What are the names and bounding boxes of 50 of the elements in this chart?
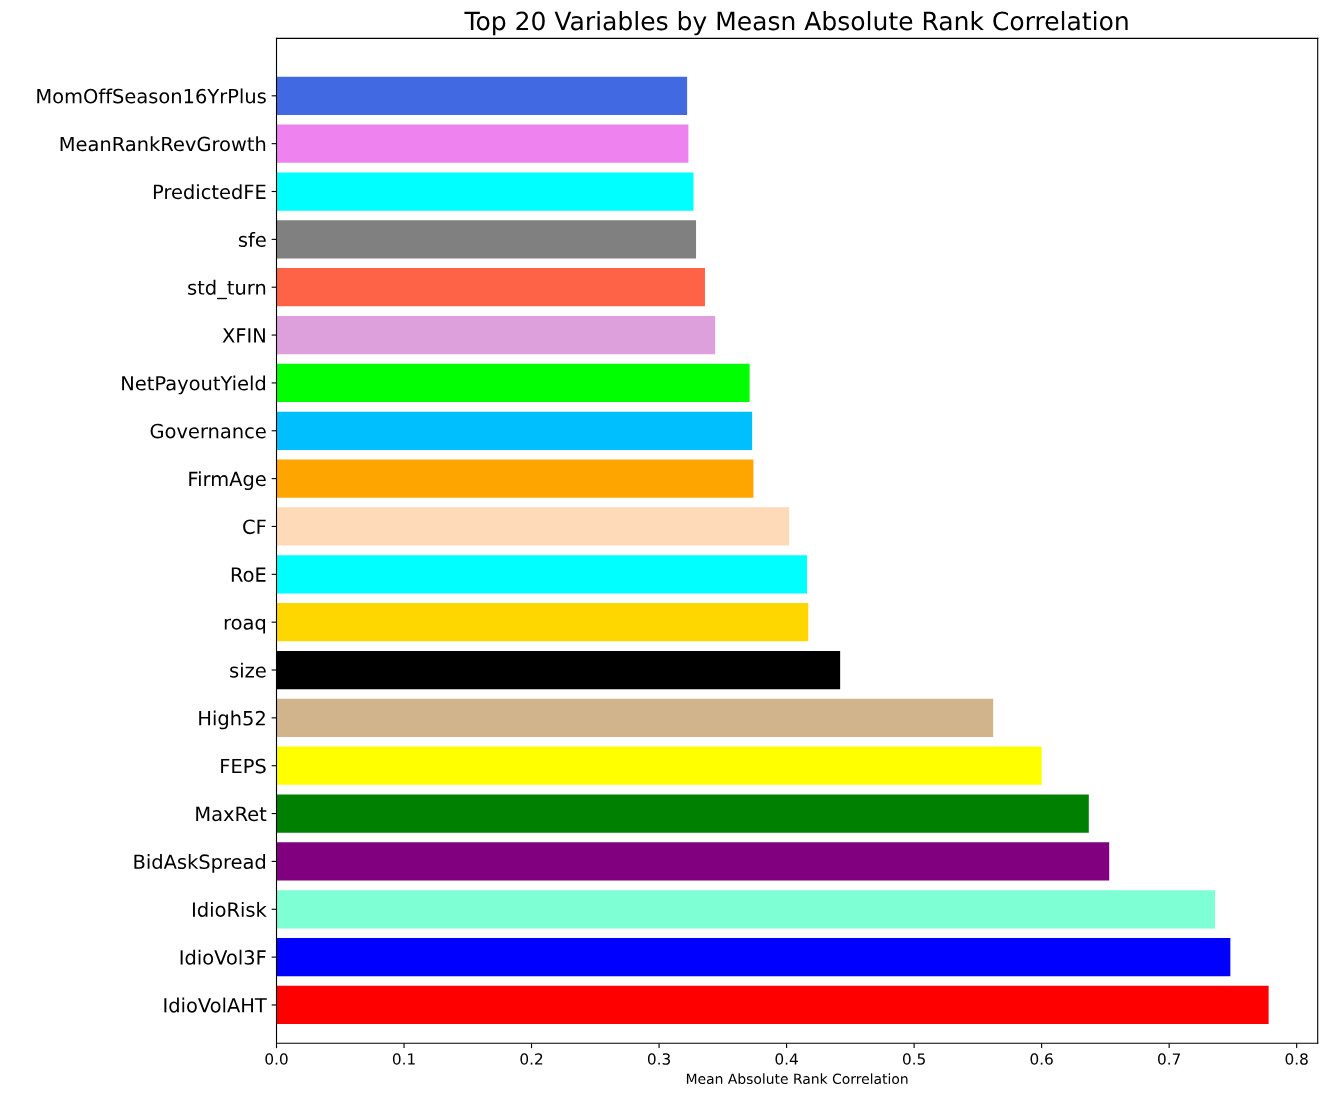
y-tick-label: FirmAge [189,471,266,491]
y-tick-label: High52 [199,710,265,730]
y-tick-label: NetPayoutYield [122,375,266,395]
y-tick-label: Governance [150,423,266,439]
bar [276,363,750,403]
bar [276,603,809,642]
bar [276,315,716,355]
x-tick-label: 0.3 [647,1053,670,1065]
bar [276,172,694,211]
y-tick-label: size [230,662,266,678]
y-tick-label: sfe [238,231,266,248]
y-tick-label: MaxRet [196,806,267,822]
y-tick-label: BidAskSpread [134,854,266,873]
y-tick-label: FEPS [221,758,266,774]
x-axis-title: Mean Absolute Rank Correlation [686,1073,908,1085]
y-tick-label: roaq [224,618,266,634]
y-tick-label: IdioVolAHT [164,997,267,1013]
y-tick-label: PredictedFE [153,184,266,200]
y-tick-label: std_turn [188,279,266,300]
x-tick-label: 0.4 [775,1053,798,1065]
bar [276,794,1089,833]
y-tick-label: RoE [231,567,266,582]
bar [276,842,1110,881]
y-tick-label: IdioRisk [193,901,267,917]
bar [276,890,1216,929]
bar [276,459,754,498]
x-tick-label: 0.5 [902,1053,925,1065]
bar [276,555,807,594]
bar [276,411,753,450]
y-tick-label: XFIN [222,328,265,343]
x-tick-label: 0.2 [520,1053,543,1065]
bar [276,76,688,115]
y-tick-label: IdioVol3F [180,949,266,965]
x-tick-label: 0.8 [1285,1053,1308,1065]
bar [276,124,689,163]
bar [276,507,790,546]
y-tick-label: MomOffSeason16YrPlus [37,88,266,104]
bar [276,268,705,307]
bar [276,985,1269,1025]
x-tick-label: 0.6 [1030,1053,1053,1065]
y-tick-label: MeanRankRevGrowth [60,136,266,152]
bar [276,698,994,738]
bar [276,220,697,259]
x-tick-label: 0.1 [392,1053,415,1065]
bar [276,937,1231,977]
x-tick-label: 0.0 [265,1053,288,1065]
x-tick-label: 0.7 [1158,1053,1180,1065]
chart-title: Top 20 Variables by Measn Absolute Rank Correlation [464,11,1128,36]
bar [276,746,1042,785]
y-tick-label: CF [243,519,266,535]
